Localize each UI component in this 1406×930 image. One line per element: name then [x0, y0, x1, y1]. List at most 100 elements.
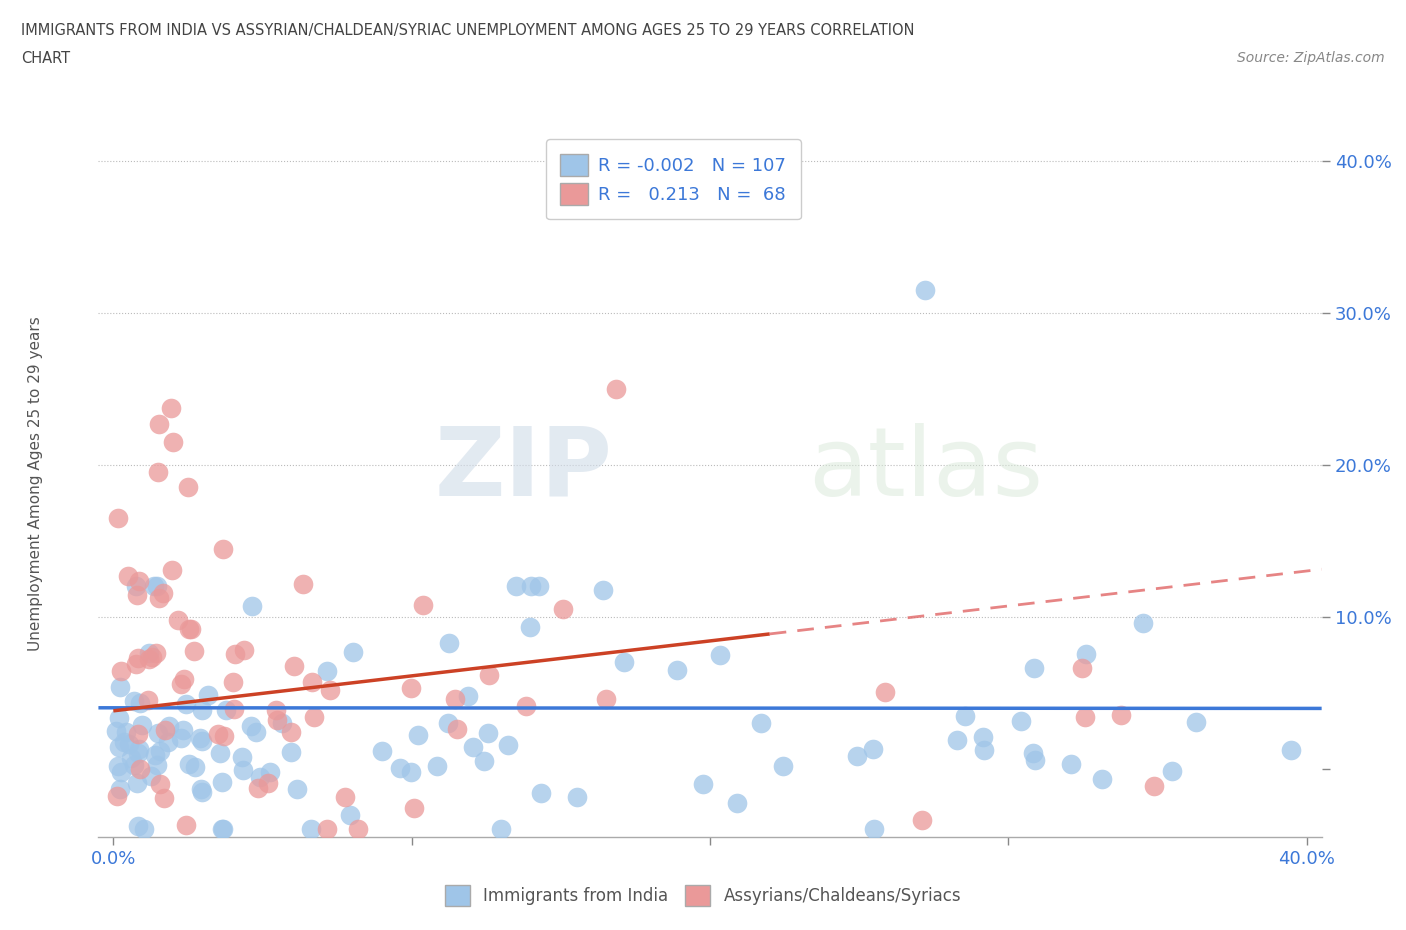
Point [725, 795, 748, 810]
Point [477, 725, 499, 740]
Point [146, 465, 169, 480]
Point [446, 722, 468, 737]
Point [530, 786, 553, 801]
Point [304, 710, 326, 724]
Point [141, 649, 163, 664]
Point [863, 822, 886, 837]
Point [148, 591, 170, 605]
Point [117, 568, 139, 583]
Point [1279, 742, 1302, 757]
Point [249, 769, 271, 784]
Point [527, 578, 550, 593]
Point [772, 759, 794, 774]
Point [128, 762, 150, 777]
Point [224, 701, 246, 716]
Point [437, 635, 460, 650]
Point [283, 658, 305, 673]
Point [665, 662, 688, 677]
Point [108, 740, 131, 755]
Point [406, 727, 429, 742]
Point [191, 702, 214, 717]
Point [211, 775, 233, 790]
Point [264, 702, 287, 717]
Point [173, 671, 195, 686]
Text: atlas: atlas [808, 423, 1043, 516]
Point [520, 578, 543, 593]
Point [153, 723, 176, 737]
Point [145, 578, 167, 593]
Point [457, 688, 479, 703]
Point [333, 790, 356, 805]
Point [1161, 764, 1184, 778]
Point [112, 735, 135, 750]
Point [292, 577, 315, 591]
Point [169, 676, 191, 691]
Point [136, 693, 159, 708]
Point [515, 698, 537, 713]
Point [197, 688, 219, 703]
Text: ZIP: ZIP [434, 423, 612, 516]
Point [280, 724, 302, 739]
Point [183, 644, 205, 658]
Point [973, 742, 995, 757]
Point [401, 681, 423, 696]
Point [299, 822, 322, 837]
Legend: R = -0.002   N = 107, R =   0.213   N =  68: R = -0.002 N = 107, R = 0.213 N = 68 [546, 140, 800, 219]
Point [127, 818, 149, 833]
Point [131, 718, 153, 733]
Point [170, 731, 193, 746]
Point [319, 683, 342, 698]
Point [222, 674, 245, 689]
Point [1076, 646, 1098, 661]
Point [285, 782, 308, 797]
Point [461, 739, 484, 754]
Point [122, 693, 145, 708]
Point [612, 655, 634, 670]
Point [105, 789, 128, 804]
Point [239, 718, 262, 733]
Point [157, 718, 180, 733]
Point [209, 746, 232, 761]
Point [1091, 772, 1114, 787]
Point [873, 684, 896, 699]
Point [1022, 746, 1045, 761]
Point [709, 647, 731, 662]
Point [110, 679, 132, 694]
Point [496, 737, 519, 752]
Point [177, 480, 200, 495]
Point [125, 657, 148, 671]
Point [247, 780, 270, 795]
Point [1132, 616, 1154, 631]
Point [519, 619, 541, 634]
Point [211, 541, 233, 556]
Point [122, 757, 145, 772]
Point [179, 621, 201, 636]
Point [474, 753, 496, 768]
Point [245, 724, 267, 739]
Point [118, 737, 141, 751]
Point [160, 401, 183, 416]
Point [437, 716, 460, 731]
Point [110, 663, 132, 678]
Point [184, 760, 207, 775]
Point [478, 668, 501, 683]
Point [388, 761, 411, 776]
Point [149, 777, 172, 791]
Point [1074, 710, 1097, 724]
Point [301, 674, 323, 689]
Point [172, 723, 194, 737]
Point [139, 768, 162, 783]
Point [280, 745, 302, 760]
Text: Source: ZipAtlas.com: Source: ZipAtlas.com [1237, 51, 1385, 65]
Point [162, 434, 184, 449]
Point [152, 586, 174, 601]
Point [1070, 660, 1092, 675]
Point [174, 818, 197, 833]
Point [399, 764, 422, 779]
Point [149, 743, 172, 758]
Point [231, 750, 253, 764]
Point [143, 747, 166, 762]
Point [132, 822, 155, 837]
Point [1185, 715, 1208, 730]
Point [174, 698, 197, 712]
